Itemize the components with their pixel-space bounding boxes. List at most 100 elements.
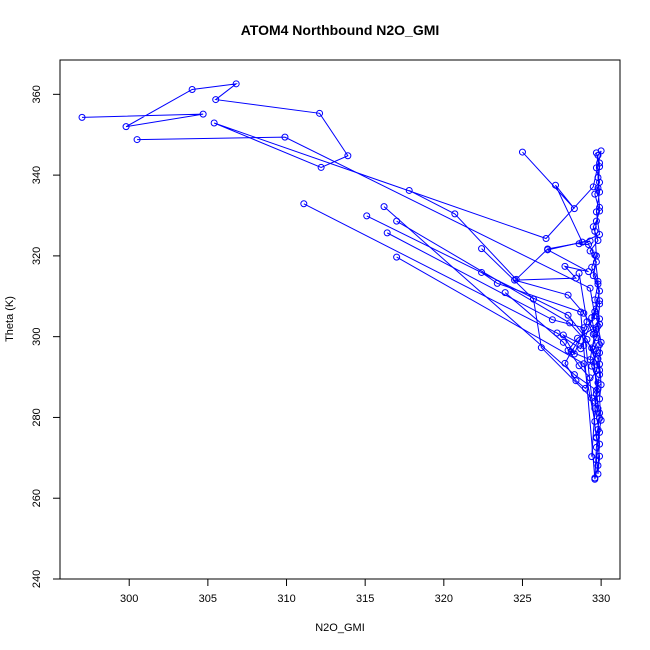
data-point	[596, 188, 604, 196]
data-point	[583, 318, 591, 326]
data-point	[300, 200, 308, 208]
data-point	[596, 315, 604, 323]
data-point	[596, 428, 604, 436]
data-point	[122, 123, 130, 131]
chart-title: ATOM4 Northbound N2O_GMI	[241, 22, 440, 38]
data-point	[592, 367, 600, 375]
series-line-3	[514, 151, 601, 361]
data-point	[559, 338, 567, 346]
data-point	[529, 295, 537, 303]
data-point	[585, 241, 593, 249]
data-point	[501, 289, 509, 297]
data-point	[478, 245, 486, 253]
y-tick-label: 260	[31, 489, 43, 507]
data-point	[512, 275, 520, 283]
data-point	[594, 280, 602, 288]
data-point	[570, 350, 578, 358]
y-tick-label: 280	[31, 408, 43, 426]
series-line-7	[366, 215, 601, 371]
data-point	[581, 384, 589, 392]
data-point	[316, 109, 324, 117]
data-point	[564, 291, 572, 299]
data-point	[589, 223, 597, 231]
data-point	[559, 331, 567, 339]
data-point	[585, 268, 593, 276]
data-point	[594, 174, 602, 182]
data-point	[596, 341, 604, 349]
data-point	[596, 163, 604, 171]
data-point	[586, 247, 594, 255]
data-point	[580, 342, 588, 350]
data-point	[552, 181, 560, 189]
series-line-2	[137, 136, 601, 390]
x-tick-label: 330	[592, 593, 610, 605]
data-point	[597, 416, 605, 424]
data-point	[586, 356, 594, 364]
series-line-1	[82, 83, 602, 480]
data-point	[548, 316, 556, 324]
data-point	[542, 235, 550, 243]
data-point	[570, 371, 578, 379]
series-line-11	[396, 256, 596, 422]
data-point	[580, 309, 588, 317]
data-point	[591, 474, 599, 482]
data-point	[591, 417, 599, 425]
x-axis-label: N2O_GMI	[315, 622, 365, 634]
data-point	[591, 227, 599, 235]
y-tick-label: 240	[31, 570, 43, 588]
y-tick-label: 320	[31, 247, 43, 265]
data-point	[564, 346, 572, 354]
data-point	[592, 252, 600, 260]
data-point	[212, 96, 220, 104]
data-point	[591, 330, 599, 338]
y-tick-label: 300	[31, 327, 43, 345]
data-point	[596, 207, 604, 215]
series-layer	[82, 83, 602, 480]
data-point	[592, 456, 600, 464]
series-line-10	[481, 248, 593, 399]
data-point	[393, 217, 401, 225]
data-point	[592, 149, 600, 157]
data-point	[589, 345, 597, 353]
data-point	[596, 320, 604, 328]
data-point	[596, 230, 604, 238]
data-point	[566, 319, 574, 327]
data-point	[405, 186, 413, 194]
data-point	[592, 443, 600, 451]
x-tick-label: 305	[199, 593, 217, 605]
series-line-12	[481, 272, 596, 479]
data-point	[451, 210, 459, 218]
data-point	[596, 409, 604, 417]
data-point	[363, 212, 371, 220]
data-point	[575, 269, 583, 277]
data-point	[586, 374, 594, 382]
data-point	[210, 119, 218, 127]
data-point	[588, 453, 596, 461]
data-point	[586, 284, 594, 292]
data-point	[232, 80, 240, 88]
data-point	[592, 390, 600, 398]
data-point	[281, 133, 289, 141]
data-point	[592, 217, 600, 225]
data-point	[393, 253, 401, 261]
data-point	[596, 300, 604, 308]
data-point	[594, 405, 602, 413]
data-point	[594, 385, 602, 393]
x-tick-label: 320	[435, 593, 453, 605]
data-point	[596, 349, 604, 357]
data-point	[564, 311, 572, 319]
data-point	[518, 148, 526, 156]
data-point	[596, 366, 604, 374]
data-point	[537, 344, 545, 352]
data-point	[592, 326, 600, 334]
data-point	[344, 152, 352, 160]
data-point	[553, 329, 561, 337]
data-point	[588, 314, 596, 322]
data-point	[596, 159, 604, 167]
y-axis-label: Theta (K)	[4, 296, 16, 342]
series-line-14	[562, 273, 588, 356]
data-point	[586, 237, 594, 245]
data-point	[78, 113, 86, 121]
y-axis: 240 260 280 300 320 340 360	[31, 85, 60, 588]
